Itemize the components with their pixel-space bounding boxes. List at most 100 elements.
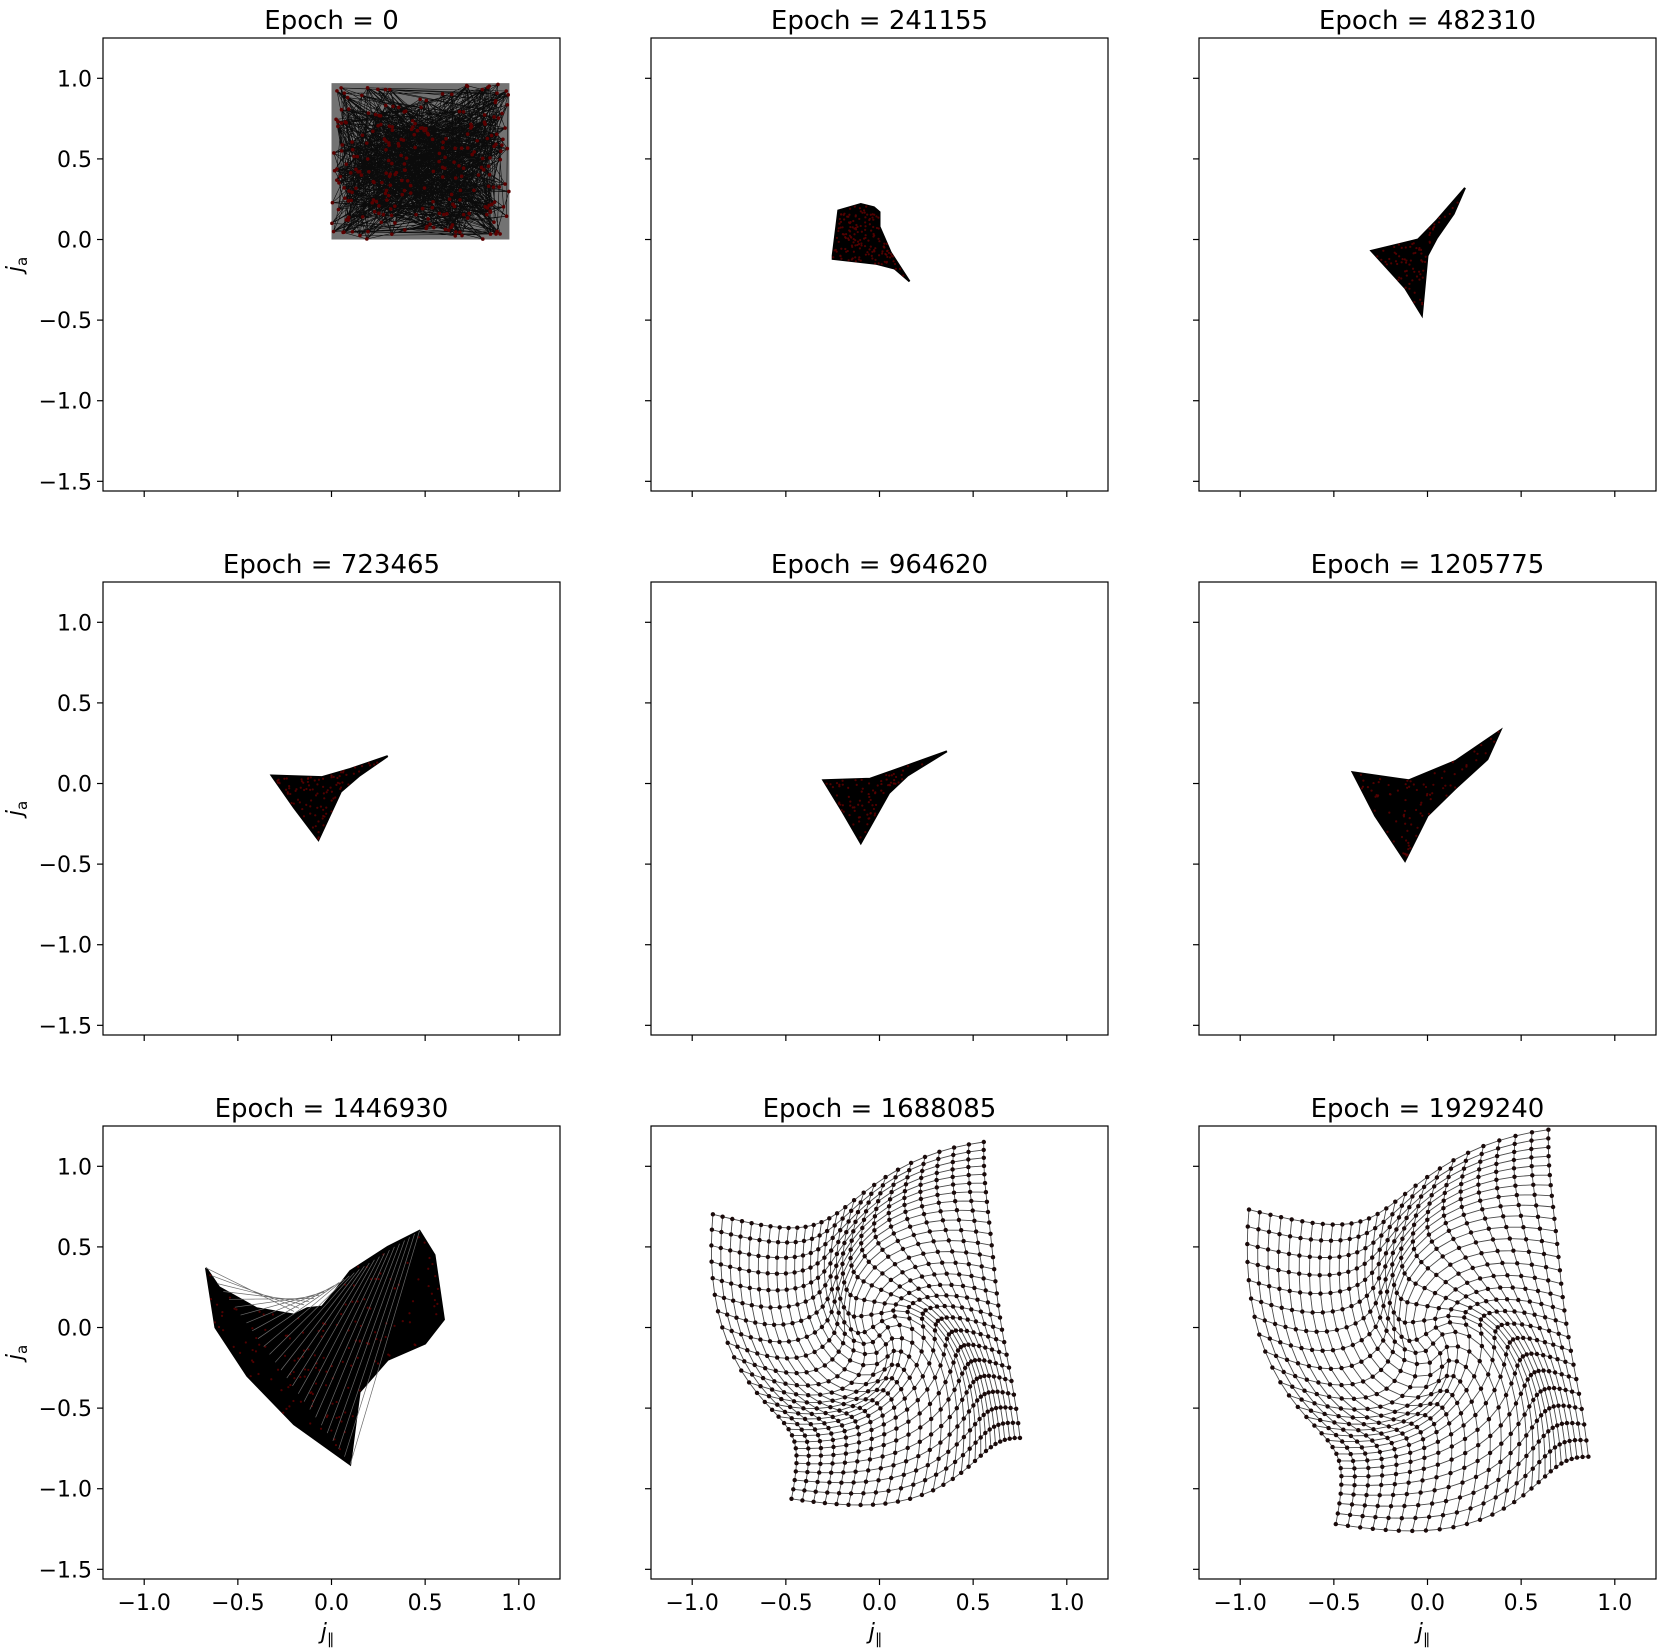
node-point: [339, 149, 344, 153]
node-point: [801, 1406, 806, 1411]
x-tick-label: 0.5: [956, 1591, 991, 1616]
node-point: [872, 1265, 877, 1270]
node-point: [843, 218, 846, 221]
node-point: [816, 1416, 822, 1421]
node-point: [1431, 1421, 1437, 1427]
node-point: [863, 244, 867, 248]
node-point: [775, 1288, 780, 1293]
node-point: [1438, 216, 1441, 220]
x-tick-label: −1.0: [117, 1591, 170, 1616]
node-point: [905, 1309, 910, 1315]
node-point: [852, 238, 855, 241]
node-point: [829, 783, 832, 786]
node-point: [235, 1308, 238, 1311]
node-point: [326, 789, 329, 792]
node-point: [1422, 269, 1425, 272]
node-point: [910, 1300, 916, 1306]
node-point: [837, 229, 840, 233]
node-point: [1414, 1302, 1419, 1307]
node-point: [440, 145, 445, 150]
node-point: [1385, 1435, 1390, 1441]
node-point: [893, 1175, 898, 1180]
node-point: [1523, 1473, 1528, 1479]
node-point: [457, 109, 462, 114]
node-point: [856, 1449, 861, 1454]
node-point: [1350, 1342, 1356, 1348]
node-point: [1000, 1390, 1005, 1395]
node-point: [762, 1321, 767, 1327]
node-point: [779, 1396, 784, 1402]
node-point: [1521, 1335, 1526, 1341]
node-point: [317, 778, 321, 781]
node-point: [900, 1246, 906, 1252]
node-point: [1494, 1297, 1499, 1302]
node-point: [1486, 1467, 1491, 1473]
node-point: [916, 1286, 921, 1291]
node-point: [746, 1380, 752, 1385]
node-point: [792, 1477, 797, 1483]
node-point: [1338, 1406, 1344, 1411]
node-point: [1011, 1392, 1017, 1397]
node-point: [874, 262, 877, 265]
node-point: [961, 1416, 966, 1421]
node-point: [876, 1199, 881, 1204]
node-point: [857, 1405, 863, 1411]
node-point: [344, 162, 349, 166]
node-point: [350, 140, 354, 144]
node-point: [1453, 1287, 1458, 1292]
node-point: [1575, 1421, 1581, 1426]
node-point: [819, 1220, 824, 1225]
node-point: [950, 1249, 955, 1254]
node-point: [855, 1330, 861, 1336]
node-point: [1354, 1439, 1360, 1444]
node-point: [326, 1414, 329, 1417]
node-point: [709, 1227, 715, 1232]
node-point: [1405, 1411, 1410, 1416]
node-point: [881, 250, 884, 253]
node-point: [1473, 1412, 1478, 1418]
node-point: [1351, 1396, 1357, 1402]
node-point: [1512, 1141, 1517, 1147]
node-point: [1440, 776, 1443, 780]
node-point: [879, 1287, 884, 1293]
node-point: [1551, 1342, 1556, 1347]
node-point: [365, 86, 370, 90]
node-point: [822, 1255, 827, 1260]
node-point: [465, 146, 470, 150]
node-point: [316, 806, 319, 809]
node-point: [857, 803, 860, 806]
node-point: [345, 773, 348, 776]
node-point: [301, 807, 304, 811]
node-point: [356, 1356, 359, 1359]
node-point: [434, 1275, 437, 1278]
node-point: [1449, 784, 1452, 787]
node-point: [953, 1199, 958, 1204]
node-point: [1523, 1286, 1528, 1292]
node-point: [854, 779, 857, 782]
node-point: [773, 1368, 778, 1374]
node-point: [812, 1349, 817, 1355]
node-point: [1563, 1387, 1568, 1393]
node-point: [871, 257, 874, 260]
node-point: [1441, 1213, 1447, 1218]
node-point: [1477, 1167, 1482, 1172]
node-point: [869, 1191, 874, 1197]
node-point: [983, 1448, 989, 1454]
node-point: [951, 1152, 956, 1158]
node-point: [847, 795, 850, 799]
node-point: [830, 1235, 835, 1241]
node-point: [864, 228, 867, 231]
y-tick-label: −1.0: [39, 1478, 92, 1503]
subplot-1: Epoch = 01.00.50.0−0.5−1.0−1.5ja: [3, 6, 561, 497]
node-point: [835, 250, 838, 253]
node-point: [888, 256, 892, 259]
node-point: [360, 215, 365, 219]
node-point: [891, 255, 895, 258]
node-point: [1465, 1280, 1470, 1286]
node-point: [969, 1273, 974, 1279]
node-point: [1503, 1352, 1509, 1357]
node-point: [826, 1379, 831, 1384]
node-point: [309, 1422, 312, 1425]
node-point: [1501, 1214, 1506, 1219]
node-point: [982, 1321, 987, 1327]
